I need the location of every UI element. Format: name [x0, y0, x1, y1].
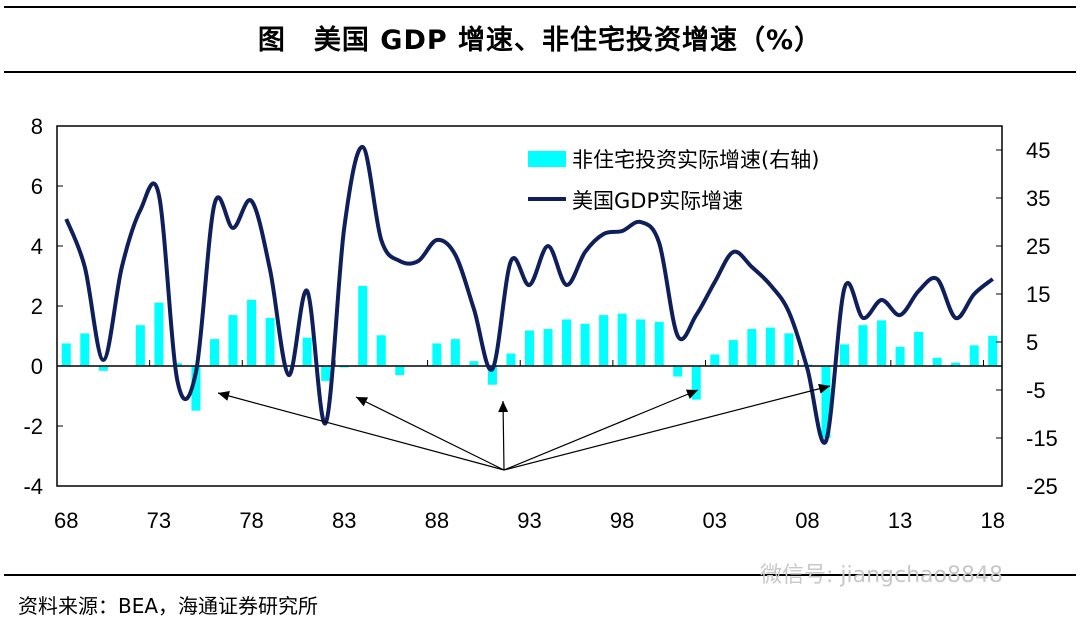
x-tick-label: 98 [610, 508, 634, 533]
bar-84 [358, 285, 368, 366]
annotation-arrow-82 [355, 396, 505, 471]
bar-17 [969, 345, 979, 366]
arrowhead-icon [498, 401, 509, 413]
bar-75 [191, 366, 201, 411]
top-rule-2 [4, 71, 1076, 73]
right-tick-label: 15 [1026, 282, 1050, 307]
annotation-arrow-75 [217, 392, 505, 471]
bar-90 [469, 361, 479, 366]
annotation-arrow-09 [503, 385, 831, 471]
left-tick-label: -4 [23, 474, 43, 499]
bar-77 [228, 315, 238, 366]
chart-title: 图 美国 GDP 增速、非住宅投资增速（%） [257, 25, 823, 56]
arrowhead-icon [218, 391, 230, 401]
bar-94 [543, 329, 553, 366]
bar-05 [747, 329, 757, 366]
annotation-arrow-91 [502, 400, 505, 471]
x-tick-label: 18 [980, 508, 1004, 533]
bar-09 [821, 366, 831, 438]
bar-74 [172, 363, 182, 366]
bar-98 [617, 313, 627, 366]
bar-99 [636, 319, 646, 366]
bar-15 [932, 357, 942, 366]
arrowhead-icon [818, 383, 830, 394]
x-tick-label: 08 [795, 508, 819, 533]
bar-92 [506, 353, 516, 366]
right-tick-label: 45 [1026, 138, 1050, 163]
bar-12 [877, 320, 887, 366]
bar-68 [61, 343, 71, 366]
right-tick-label: -25 [1026, 474, 1058, 499]
bottom-rule [4, 574, 1076, 576]
annotation-arrow-02 [503, 389, 699, 471]
arrowhead-icon [685, 389, 698, 399]
right-tick-label: -15 [1026, 426, 1058, 451]
bar-69 [80, 333, 90, 366]
bar-86 [395, 366, 405, 376]
left-tick-label: 8 [31, 114, 43, 139]
bar-10 [840, 344, 849, 366]
legend-bar-label: 非住宅投资实际增速(右轴) [572, 148, 819, 172]
watermark: 微信号: jiangchao8848 [760, 563, 1003, 588]
left-tick-label: -2 [23, 414, 43, 439]
left-tick-label: 4 [31, 234, 43, 259]
bar-96 [580, 323, 590, 366]
bar-02 [691, 366, 701, 400]
legend-bar-swatch [528, 151, 566, 167]
bar-14 [914, 331, 924, 366]
x-tick-label: 78 [239, 508, 263, 533]
source-note: 资料来源：BEA，海通证券研究所 [18, 594, 319, 618]
bar-04 [728, 340, 738, 366]
bar-78 [247, 299, 257, 366]
left-tick-label: 2 [31, 294, 43, 319]
x-tick-label: 03 [703, 508, 727, 533]
x-tick-label: 88 [425, 508, 449, 533]
x-tick-label: 13 [888, 508, 912, 533]
x-tick-label: 68 [54, 508, 78, 533]
top-rule-1 [4, 6, 1076, 8]
bar-95 [562, 319, 572, 366]
bar-82 [321, 366, 331, 381]
bar-81 [302, 337, 312, 366]
bar-06 [765, 327, 775, 366]
legend: 非住宅投资实际增速(右轴) 美国GDP实际增速 [528, 148, 819, 213]
plot-frame [56, 125, 1003, 487]
bar-93 [525, 330, 534, 366]
left-tick-label: 6 [31, 174, 43, 199]
bar-18 [988, 335, 998, 366]
bar-72 [135, 325, 145, 366]
arrowhead-icon [356, 397, 369, 407]
bar-85 [376, 335, 386, 366]
x-tick-label: 93 [517, 508, 541, 533]
right-tick-label: -5 [1026, 378, 1046, 403]
x-tick-label: 73 [147, 508, 171, 533]
bar-91 [487, 366, 497, 385]
bar-00 [654, 321, 664, 366]
bar-88 [432, 343, 442, 366]
bar-89 [450, 339, 460, 366]
left-tick-label: 0 [31, 354, 43, 379]
bar-73 [154, 302, 164, 366]
bar-11 [858, 325, 868, 366]
right-tick-label: 35 [1026, 186, 1050, 211]
bar-79 [265, 318, 275, 366]
bar-13 [895, 346, 905, 366]
bar-97 [599, 315, 609, 366]
legend-line-label: 美国GDP实际增速 [572, 189, 743, 213]
bar-76 [210, 339, 219, 366]
bar-16 [951, 362, 961, 366]
gdp-line [64, 145, 994, 445]
bar-01 [673, 366, 683, 377]
bar-03 [710, 354, 720, 366]
right-tick-label: 25 [1026, 234, 1050, 259]
right-tick-label: 5 [1026, 330, 1038, 355]
bar-07 [784, 333, 794, 366]
x-tick-label: 83 [332, 508, 356, 533]
bar-70 [98, 366, 108, 371]
